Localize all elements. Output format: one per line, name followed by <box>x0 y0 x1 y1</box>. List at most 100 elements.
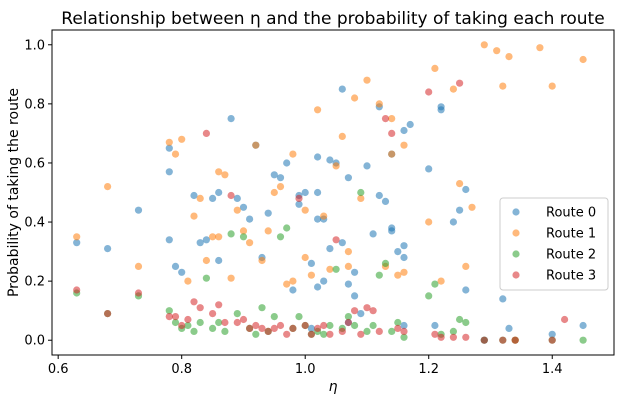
data-point <box>505 53 513 61</box>
data-point <box>400 327 408 335</box>
data-point <box>246 324 254 332</box>
data-point <box>171 262 180 270</box>
data-point <box>344 280 352 288</box>
data-point <box>388 129 396 137</box>
data-point <box>178 268 186 276</box>
data-point <box>202 256 210 265</box>
data-point <box>104 245 112 253</box>
data-point <box>295 313 303 321</box>
data-point <box>536 44 544 52</box>
data-point <box>283 280 291 288</box>
data-point <box>196 194 204 202</box>
legend-marker <box>512 208 520 216</box>
data-point <box>246 215 254 223</box>
data-point <box>456 206 464 214</box>
data-point <box>165 313 173 321</box>
data-point <box>400 333 408 341</box>
data-point <box>338 239 346 247</box>
y-tick-label: 0.4 <box>24 216 45 231</box>
data-point <box>351 94 359 102</box>
y-tick-label: 1.0 <box>24 38 45 53</box>
data-point <box>548 336 556 344</box>
data-point <box>264 209 272 217</box>
data-point <box>462 185 470 194</box>
data-point <box>196 304 204 312</box>
data-point <box>449 327 457 335</box>
data-point <box>400 141 408 149</box>
data-point <box>369 321 377 330</box>
data-point <box>548 330 556 338</box>
data-point <box>270 188 278 197</box>
data-point <box>400 268 408 276</box>
data-point <box>289 324 297 332</box>
data-point <box>505 324 513 332</box>
data-point <box>171 313 180 321</box>
y-tick-label: 0.6 <box>24 156 45 171</box>
data-point <box>301 188 309 197</box>
data-point <box>258 324 266 332</box>
data-point <box>338 132 346 140</box>
data-point <box>363 304 371 312</box>
plot-frame <box>51 29 615 356</box>
data-point <box>202 274 210 282</box>
data-point <box>227 230 235 238</box>
data-point <box>307 330 315 338</box>
legend-item: Route 1 <box>512 227 596 242</box>
data-point <box>394 248 402 256</box>
data-point <box>246 239 254 247</box>
data-point <box>289 277 297 285</box>
data-point <box>165 168 173 176</box>
data-point <box>104 310 112 318</box>
data-point <box>295 194 303 202</box>
data-point <box>184 315 192 324</box>
data-point <box>307 259 315 267</box>
data-point <box>425 292 433 300</box>
data-point <box>431 321 439 330</box>
data-point <box>307 324 315 332</box>
data-point <box>369 307 377 315</box>
data-point <box>184 321 192 330</box>
data-point <box>221 318 229 327</box>
data-point <box>338 85 346 93</box>
data-point <box>196 318 204 327</box>
data-point <box>307 271 315 279</box>
data-point <box>73 286 81 294</box>
data-point <box>332 162 340 170</box>
data-point <box>320 212 328 220</box>
data-point <box>363 162 371 170</box>
y-axis-label: Probability of taking the route <box>6 88 22 297</box>
data-point <box>431 64 439 72</box>
data-point <box>252 141 260 149</box>
legend-item: Route 3 <box>512 269 596 284</box>
data-point <box>283 159 291 167</box>
data-point <box>437 106 445 114</box>
data-point <box>104 183 112 191</box>
data-point <box>301 206 309 214</box>
data-point <box>406 120 414 129</box>
y-tick-label: 0.8 <box>24 97 45 112</box>
data-point <box>431 330 439 338</box>
data-point <box>252 321 260 330</box>
data-point <box>437 277 445 285</box>
data-point <box>381 259 390 267</box>
data-point <box>462 318 470 327</box>
data-point <box>375 100 383 108</box>
data-point <box>449 218 457 226</box>
data-point <box>215 168 223 176</box>
data-point <box>344 262 352 270</box>
data-point <box>326 321 334 330</box>
data-point <box>178 321 186 330</box>
data-point <box>209 194 217 202</box>
data-point <box>264 227 272 235</box>
data-point <box>233 206 241 214</box>
data-point <box>394 324 402 332</box>
data-point <box>215 188 223 197</box>
data-point <box>289 286 297 294</box>
x-axis-label: η <box>329 379 338 395</box>
data-point <box>326 265 334 273</box>
data-point <box>344 248 352 256</box>
data-point <box>239 203 248 211</box>
data-point <box>351 268 359 276</box>
data-point <box>456 315 464 324</box>
